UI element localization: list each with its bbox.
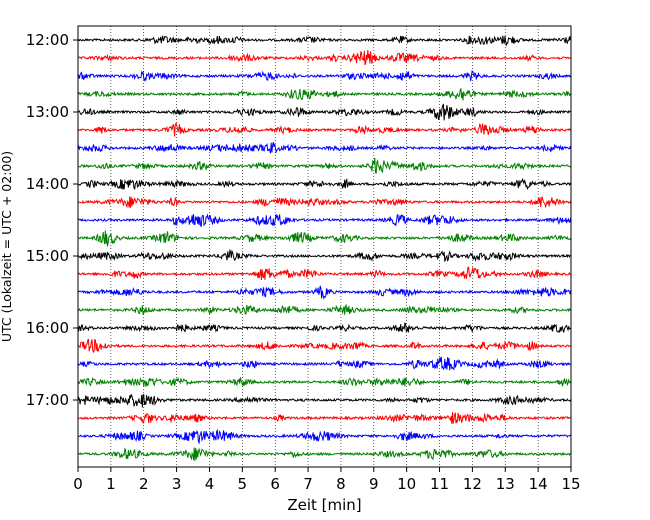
y-axis-ticks: 12:00 13:00 14:00 15:00 16:00 17:00 [26,31,78,409]
y-tick-label: 15:00 [26,247,69,265]
y-tick-label: 12:00 [26,31,69,49]
trace-1700 [77,393,572,408]
trace-1415 [77,196,572,209]
trace-1715 [77,412,571,425]
trace-1445 [77,230,572,247]
trace-1530 [77,285,572,300]
y-axis-label: UTC (Lokalzeit = UTC + 02:00) [0,151,14,342]
trace-1645 [77,376,572,387]
y-tick-label: 16:00 [26,319,69,337]
trace-1545 [77,303,572,316]
trace-1430 [77,213,572,228]
y-tick-label: 14:00 [26,175,69,193]
trace-1500 [77,248,572,263]
trace-1230 [77,70,572,82]
x-tick-label: 0 [73,475,83,493]
trace-1300 [77,103,572,121]
x-tick-label: 2 [139,475,149,493]
trace-1400 [77,177,572,191]
trace-1730 [77,428,572,445]
x-tick-label: 10 [397,475,416,493]
trace-1745 [77,447,571,461]
x-tick-label: 13 [496,475,515,493]
trace-1515 [77,266,571,280]
x-tick-label: 14 [529,475,548,493]
trace-1615 [77,338,572,354]
x-tick-label: 6 [270,475,280,493]
plot-frame [77,25,572,468]
x-tick-label: 7 [303,475,313,493]
x-tick-label: 3 [172,475,182,493]
trace-1330 [77,142,572,154]
x-axis-label: Zeit [min] [287,496,361,514]
x-tick-label: 9 [369,475,379,493]
seismic-traces [77,35,572,461]
x-tick-label: 4 [205,475,215,493]
trace-1600 [77,322,571,334]
y-tick-label: 13:00 [26,103,69,121]
trace-1630 [77,356,571,371]
x-tick-label: 5 [238,475,248,493]
trace-1215 [77,50,572,66]
y-tick-label: 17:00 [26,391,69,409]
x-tick-label: 12 [463,475,482,493]
x-tick-label: 15 [561,475,580,493]
x-tick-label: 11 [430,475,449,493]
x-axis-ticks: 0 1 2 3 4 5 6 7 8 9 10 11 12 13 14 15 [73,467,581,493]
trace-1245 [77,88,572,101]
trace-1315 [77,122,572,137]
trace-1345 [77,157,572,174]
x-tick-label: 8 [336,475,346,493]
trace-1200 [77,35,572,47]
x-tick-label: 1 [106,475,116,493]
